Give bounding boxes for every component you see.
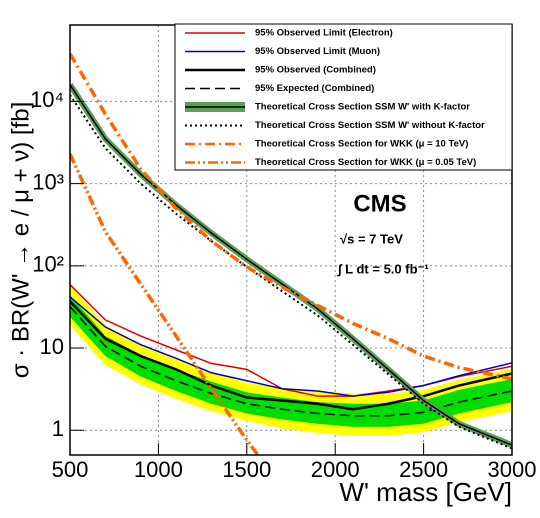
annotation: ∫ L dt = 5.0 fb⁻¹ [337, 261, 429, 276]
series-line [70, 153, 261, 455]
series-line [70, 94, 512, 450]
x-tick-label: 2000 [311, 457, 360, 482]
legend-label: 95% Observed (Combined) [255, 65, 376, 76]
x-tick-label: 500 [52, 457, 89, 482]
legend-label: Theoretical Cross Section for WKK (μ = 1… [255, 139, 468, 150]
x-tick-label: 3000 [488, 457, 537, 482]
legend-label: Theoretical Cross Section for WKK (μ = 0… [255, 157, 476, 168]
y-tick-label: 10² [32, 252, 64, 277]
legend-label: Theoretical Cross Section SSM W' without… [255, 120, 485, 131]
legend-label: Theoretical Cross Section SSM W' with K-… [255, 102, 470, 113]
y-tick-label: 1 [52, 416, 64, 441]
series-line [70, 52, 512, 381]
legend-box [174, 23, 513, 171]
legend-label: 95% Observed Limit (Electron) [255, 28, 393, 39]
y-tick-label: 10⁴ [30, 87, 64, 112]
x-axis-title: W' mass [GeV] [339, 477, 512, 507]
series-line [70, 306, 512, 417]
band [70, 285, 512, 437]
plot-area [70, 25, 512, 455]
annotation: CMS [353, 190, 406, 217]
y-tick-label: 10³ [32, 169, 64, 194]
series-line [70, 300, 512, 411]
x-tick-label: 2500 [399, 457, 448, 482]
y-axis-title: σ · BR(W' → e / μ + ν) [fb] [7, 102, 34, 379]
annotation: √s = 7 TeV [340, 231, 403, 246]
series-line [70, 84, 512, 446]
legend-label: 95% Observed Limit (Muon) [255, 46, 380, 57]
x-tick-label: 1000 [134, 457, 183, 482]
y-tick-label: 10 [40, 334, 64, 359]
legend-label: 95% Expected (Combined) [255, 83, 374, 94]
x-tick-label: 1500 [222, 457, 271, 482]
series-line [70, 296, 512, 397]
band [70, 295, 512, 427]
